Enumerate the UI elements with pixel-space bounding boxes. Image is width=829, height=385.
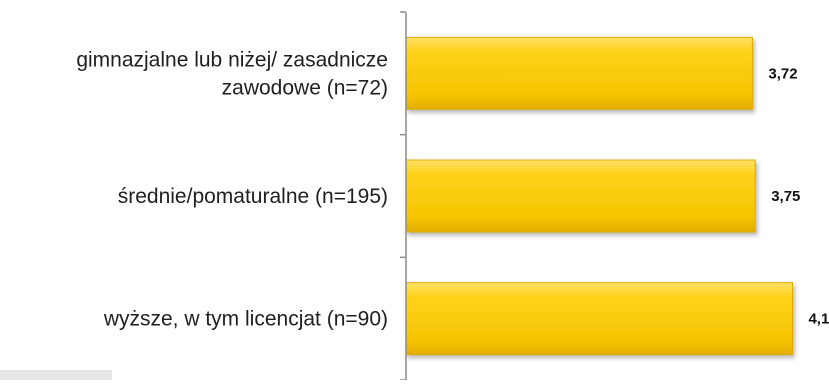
value-label: 3,75 [771,188,800,205]
value-label: 4,15 [808,311,829,328]
bar [405,282,793,356]
category-label: średnie/pomaturalne (n=195) [118,185,388,208]
background-patch [0,370,112,380]
category-label-line: wyższe, w tym licencjat (n=90) [103,308,388,331]
category-label: wyższe, w tym licencjat (n=90) [103,308,388,331]
value-label: 3,72 [768,65,797,82]
category-label-line: zawodowe (n=72) [222,76,388,99]
bar [405,159,756,233]
category-label-line: średnie/pomaturalne (n=195) [118,185,388,208]
category-label: gimnazjalne lub niżej/ zasadnicze zawodow… [76,48,388,99]
bar [405,36,753,110]
category-label-line: gimnazjalne lub niżej/ zasadnicze [76,48,388,71]
